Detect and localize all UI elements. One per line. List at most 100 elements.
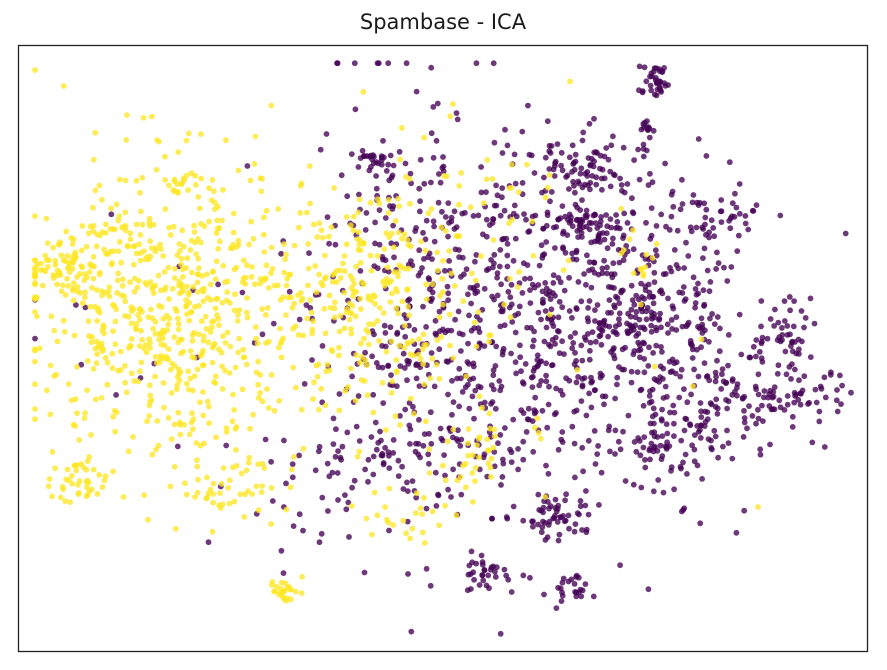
data-point: [658, 344, 664, 350]
data-point: [235, 312, 242, 318]
data-point: [445, 233, 451, 240]
data-point: [379, 364, 386, 371]
data-point: [440, 163, 447, 170]
data-point: [183, 283, 190, 290]
data-point: [680, 284, 687, 290]
data-point: [581, 181, 588, 188]
data-point: [343, 241, 350, 248]
data-point: [255, 507, 262, 514]
data-point: [689, 346, 696, 353]
data-point: [555, 537, 562, 544]
data-point: [258, 489, 265, 496]
data-point: [530, 373, 536, 380]
data-point: [338, 172, 345, 179]
data-point: [696, 199, 703, 206]
data-point: [538, 316, 544, 323]
data-point: [216, 238, 223, 245]
data-point: [569, 169, 575, 175]
data-point: [300, 445, 307, 452]
data-point: [92, 396, 99, 403]
data-point: [122, 312, 128, 319]
data-point: [821, 444, 828, 450]
data-point: [413, 375, 420, 382]
data-point: [297, 182, 304, 189]
data-point: [64, 275, 70, 282]
data-point: [197, 239, 204, 246]
data-point: [667, 409, 673, 416]
data-point: [430, 154, 437, 161]
data-point: [336, 352, 342, 359]
data-point: [651, 311, 657, 317]
data-point: [659, 349, 665, 355]
data-point: [586, 267, 592, 274]
data-point: [708, 217, 715, 224]
data-point: [395, 195, 401, 202]
data-point: [559, 429, 566, 435]
data-point: [490, 60, 497, 67]
data-point: [695, 280, 701, 287]
data-point: [353, 423, 360, 430]
data-point: [599, 270, 606, 277]
data-point: [529, 518, 535, 525]
data-point: [397, 363, 404, 369]
data-point: [269, 266, 276, 272]
data-point: [540, 252, 546, 258]
data-point: [643, 251, 650, 258]
data-point: [725, 332, 732, 338]
data-point: [436, 522, 442, 529]
data-point: [76, 271, 83, 277]
data-point: [433, 503, 440, 509]
data-point: [670, 203, 677, 210]
data-point: [637, 452, 644, 459]
data-point: [587, 347, 593, 354]
data-point: [268, 372, 275, 378]
data-point: [637, 324, 644, 331]
data-point: [531, 284, 538, 291]
data-point: [420, 361, 426, 368]
data-point: [468, 548, 475, 555]
data-point: [694, 423, 701, 429]
data-point: [268, 270, 274, 277]
data-point: [510, 257, 517, 264]
data-point: [709, 446, 715, 453]
data-point: [653, 223, 660, 229]
data-point: [257, 371, 264, 378]
data-point: [58, 288, 65, 295]
data-point: [523, 216, 529, 223]
data-point: [755, 415, 762, 422]
data-point: [712, 403, 719, 410]
data-point: [268, 458, 274, 465]
data-point: [259, 483, 266, 489]
data-point: [380, 310, 387, 316]
data-point: [535, 362, 542, 368]
data-point: [308, 309, 315, 316]
data-point: [235, 349, 242, 356]
data-point: [557, 279, 564, 286]
data-point: [423, 281, 430, 288]
data-point: [753, 337, 760, 343]
data-point: [665, 295, 671, 302]
data-point: [208, 197, 215, 204]
data-point: [668, 467, 674, 474]
data-point: [437, 179, 444, 186]
data-point: [369, 353, 375, 360]
data-point: [356, 448, 363, 455]
data-point: [660, 489, 667, 496]
data-point: [427, 582, 434, 589]
data-point: [630, 351, 637, 358]
data-point: [209, 319, 215, 325]
data-point: [643, 147, 650, 154]
data-point: [406, 296, 413, 303]
data-point: [186, 299, 193, 306]
data-point: [719, 366, 726, 372]
data-point: [834, 387, 840, 393]
data-point: [524, 262, 531, 268]
data-point: [423, 324, 429, 330]
data-point: [78, 461, 85, 468]
data-point: [636, 438, 643, 444]
data-point: [734, 248, 741, 255]
data-point: [46, 257, 52, 264]
data-point: [442, 502, 448, 509]
data-point: [507, 275, 513, 282]
data-point: [87, 303, 94, 310]
